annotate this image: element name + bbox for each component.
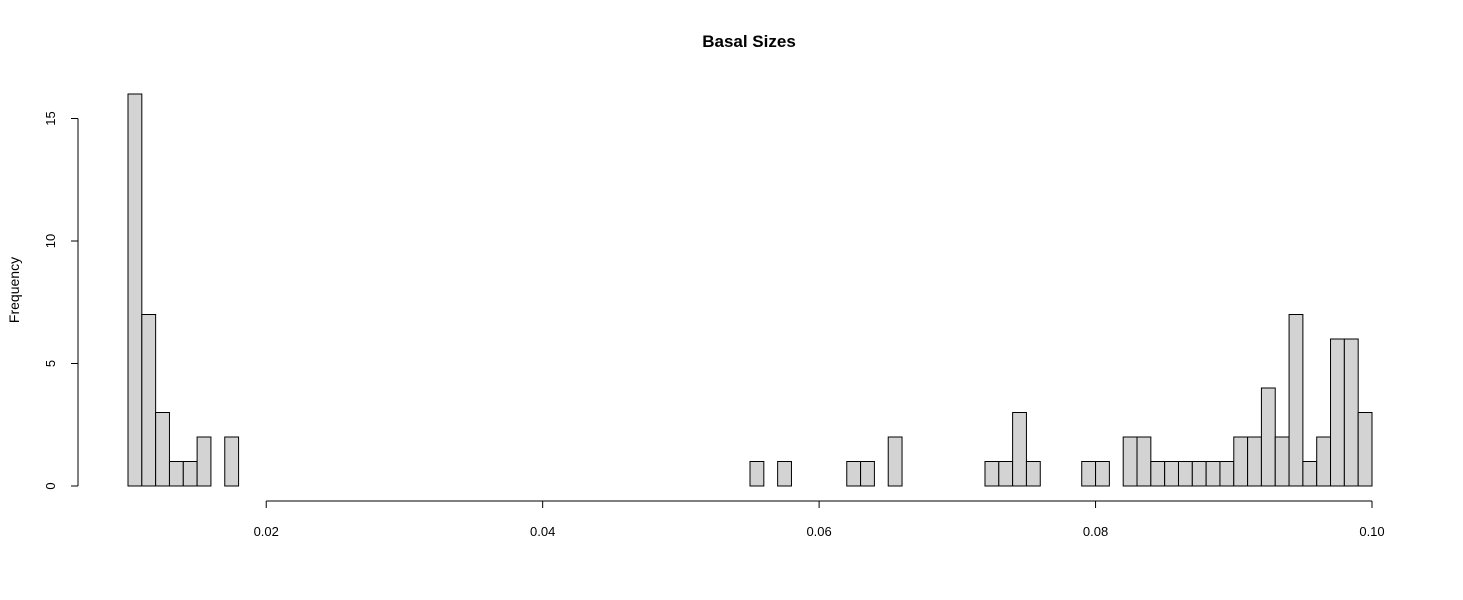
histogram-bar xyxy=(887,436,903,487)
histogram-bar xyxy=(1330,338,1345,487)
histogram-bar xyxy=(846,461,862,487)
histogram-bar xyxy=(1260,387,1276,487)
histogram-bar xyxy=(1150,461,1166,487)
chart-title: Basal Sizes xyxy=(702,32,796,51)
y-tick-label: 0 xyxy=(43,482,58,489)
histogram-bar xyxy=(1012,412,1027,487)
histogram-bar xyxy=(1205,461,1221,487)
histogram-bar xyxy=(1095,461,1110,487)
bars-group xyxy=(127,93,1373,487)
histogram-bar xyxy=(141,314,157,487)
x-tick-label: 0.10 xyxy=(1359,524,1384,539)
histogram-bar xyxy=(1274,436,1290,487)
histogram-bar xyxy=(1343,338,1359,487)
y-axis-label: Frequency xyxy=(6,257,22,323)
histogram-bar xyxy=(1177,461,1193,487)
histogram-bar xyxy=(749,461,765,487)
histogram-bar xyxy=(182,461,198,487)
histogram-bar xyxy=(1136,436,1152,487)
histogram-bar xyxy=(196,436,212,487)
histogram-bar xyxy=(155,412,170,487)
histogram-bar xyxy=(777,461,792,487)
y-tick-label: 15 xyxy=(43,111,58,125)
histogram-bar xyxy=(1191,461,1207,487)
histogram-bar xyxy=(1247,436,1262,487)
histogram-bar xyxy=(127,93,143,487)
histogram-bar xyxy=(1288,314,1304,487)
histogram-bar xyxy=(1316,436,1332,487)
x-tick-label: 0.02 xyxy=(254,524,279,539)
y-axis: 0 5 10 15 xyxy=(43,111,79,490)
histogram-bar xyxy=(860,461,875,487)
y-tick-label: 5 xyxy=(43,360,58,367)
x-tick-label: 0.04 xyxy=(530,524,555,539)
x-tick-label: 0.08 xyxy=(1083,524,1108,539)
histogram-bar xyxy=(1081,461,1097,487)
histogram-bar xyxy=(1302,461,1318,487)
histogram-bar xyxy=(1122,436,1138,487)
x-tick-label: 0.06 xyxy=(806,524,831,539)
histogram-bar xyxy=(998,461,1014,487)
histogram-bar xyxy=(224,436,240,487)
histogram-bar xyxy=(168,461,184,487)
histogram-bar xyxy=(984,461,1000,487)
y-tick-label: 10 xyxy=(43,234,58,248)
histogram-bar xyxy=(1025,461,1041,487)
histogram-bar xyxy=(1233,436,1249,487)
x-axis: 0.02 0.04 0.06 0.08 0.10 xyxy=(254,500,1385,539)
histogram-bar xyxy=(1219,461,1235,487)
histogram-bar xyxy=(1164,461,1179,487)
histogram-bar xyxy=(1357,412,1373,487)
